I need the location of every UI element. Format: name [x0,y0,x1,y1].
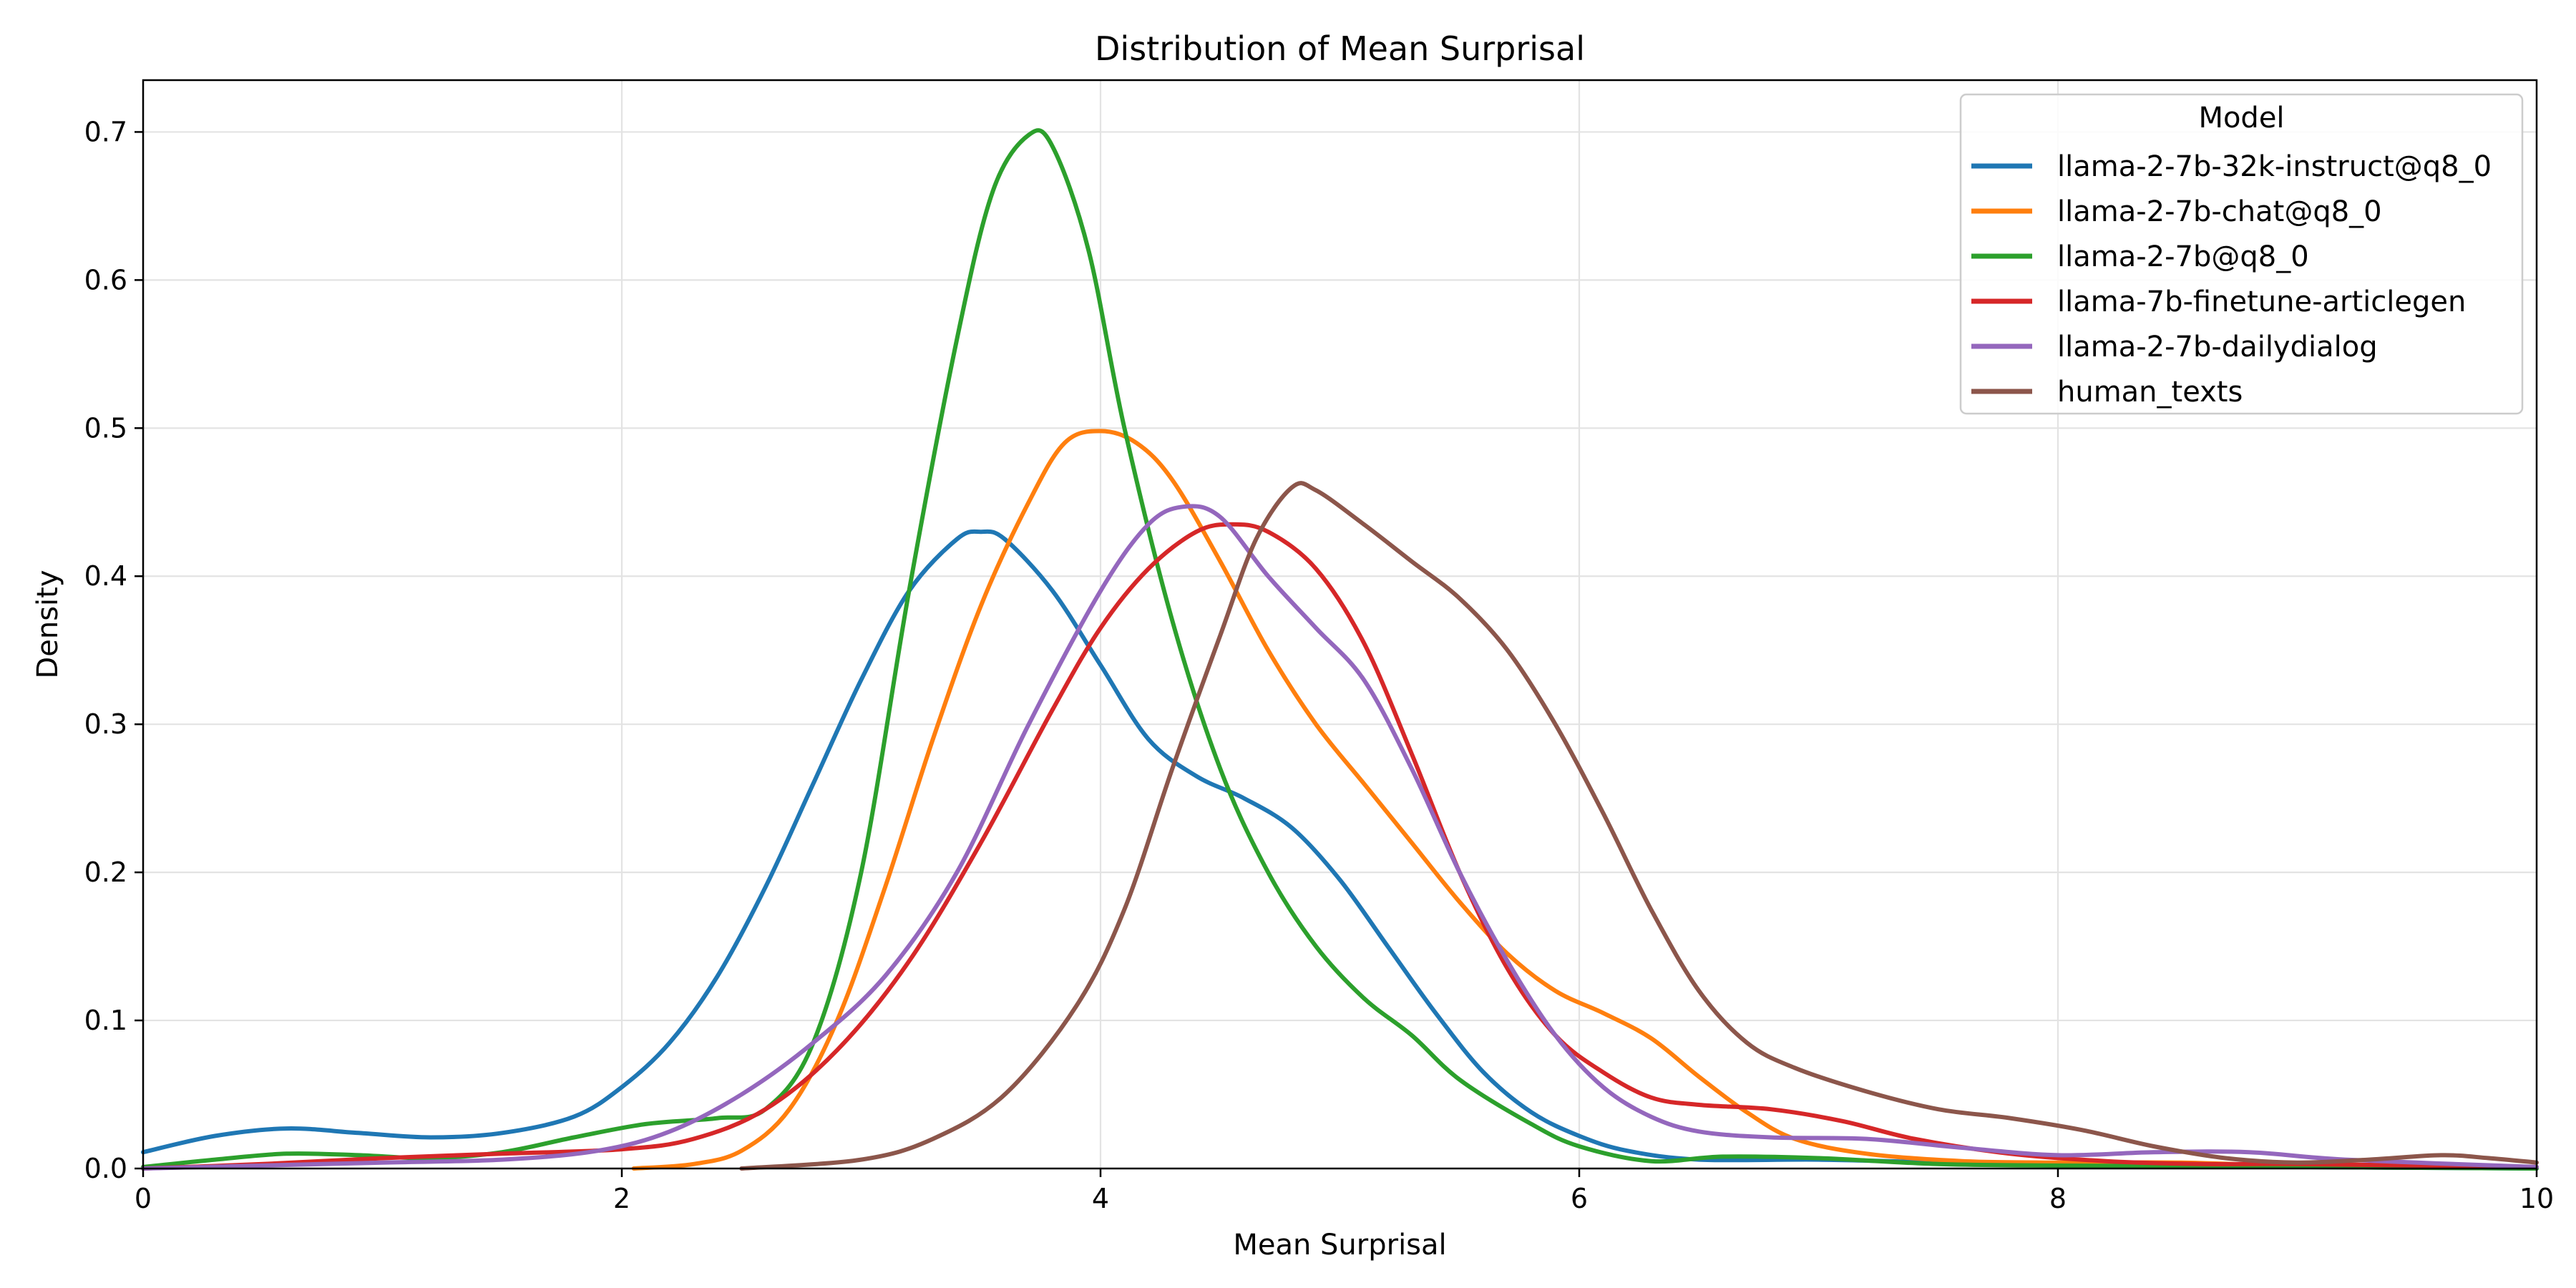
x-tick-label: 2 [613,1183,630,1214]
chart-title: Distribution of Mean Surprisal [1095,29,1585,68]
legend-item: human_texts [1971,376,2243,409]
y-axis-label: Density [31,570,64,678]
legend-label: llama-2-7b-dailydialog [2057,331,2378,364]
legend-item: llama-7b-finetune-articlegen [1971,286,2466,318]
x-tick-label: 6 [1571,1183,1588,1214]
x-axis-label: Mean Surprisal [1233,1229,1446,1262]
x-tick-label: 4 [1092,1183,1109,1214]
y-tick-label: 0.3 [84,708,127,740]
series-line [631,429,2539,1171]
y-tick-label: 0.2 [84,857,127,888]
series-line [141,522,2539,1171]
series-line [141,504,2539,1171]
x-tick-label: 8 [2049,1183,2067,1214]
y-tick-label: 0.4 [84,560,127,592]
x-tick-label: 0 [135,1183,152,1214]
series-line [141,529,2539,1171]
legend-items: llama-2-7b-32k-instruct@q8_0 llama-2-7b-c… [1971,150,2492,409]
series-lines [141,128,2539,1171]
legend-label: llama-2-7b-chat@q8_0 [2057,195,2382,228]
legend-label: human_texts [2057,376,2243,409]
legend-item: llama-2-7b-dailydialog [1971,331,2378,364]
y-tick-label: 0.5 [84,412,127,444]
legend-item: llama-2-7b-chat@q8_0 [1971,195,2382,228]
plot-frame [142,79,2538,1170]
y-tick-label: 0.6 [84,264,127,296]
legend-box [1959,93,2524,415]
y-tick-label: 0.7 [84,116,127,147]
series-line [141,128,2539,1171]
x-tick-label: 10 [2519,1183,2554,1214]
legend-label: llama-7b-finetune-articlegen [2057,286,2466,318]
axis-ticks: 0 2 4 6 8 10 0.0 0.1 0.2 0.3 0.4 0.5 0.6 0.7 [84,116,2555,1214]
legend-item: llama-2-7b@q8_0 [1971,240,2309,273]
y-tick-label: 0.1 [84,1005,127,1036]
legend-item: llama-2-7b-32k-instruct@q8_0 [1971,150,2492,183]
series-line [739,481,2539,1171]
y-tick-label: 0.0 [84,1153,127,1184]
legend-label: llama-2-7b-32k-instruct@q8_0 [2057,150,2492,183]
legend-title: Model [2198,102,2284,135]
legend-label: llama-2-7b@q8_0 [2057,240,2309,273]
legend: Model llama-2-7b-32k-instruct@q8_0llama-… [1959,93,2524,415]
